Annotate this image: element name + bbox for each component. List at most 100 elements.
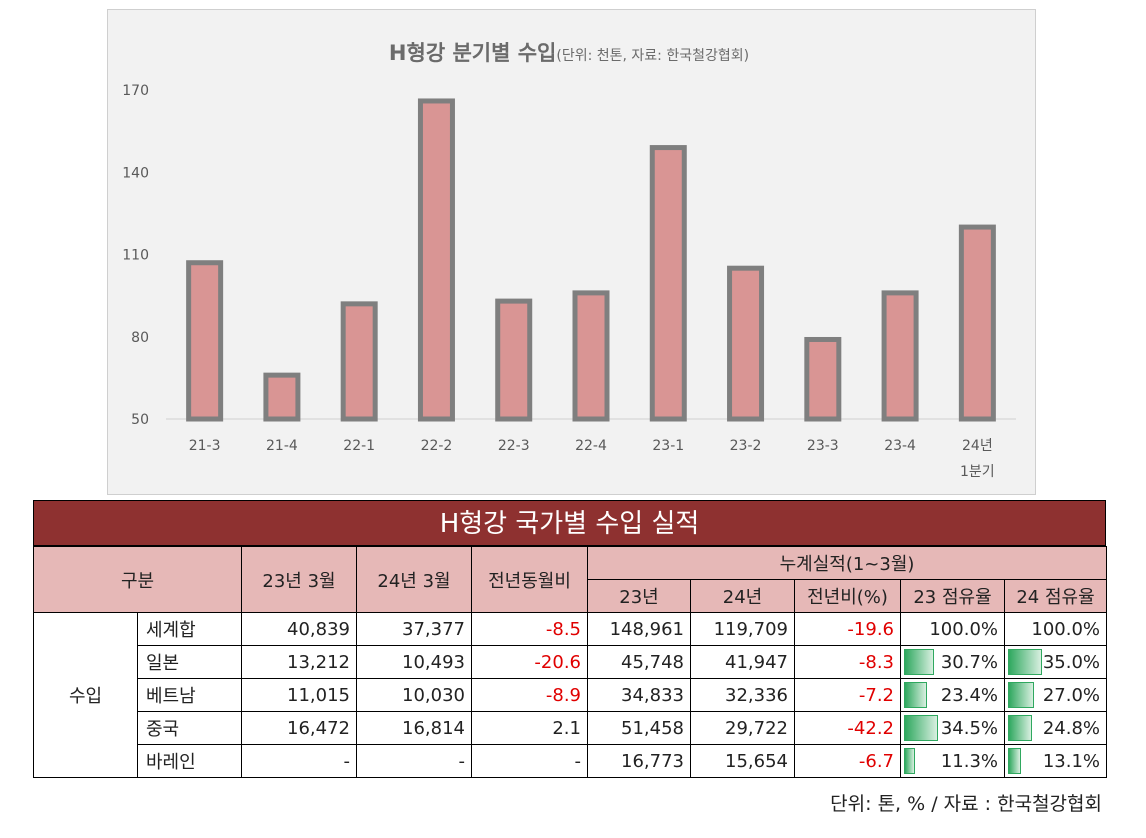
- share24-cell: 100.0%: [1003, 612, 1108, 646]
- cum-yoy-cell: -7.2: [794, 678, 901, 712]
- import-table-section: H형강 국가별 수입 실적 구분 23년 3월 24년 3월 전년동월비 누계실…: [33, 500, 1108, 778]
- group-label: 수입: [33, 612, 138, 778]
- mar23-cell: 16,472: [241, 711, 357, 745]
- cum24-cell: 119,709: [690, 612, 795, 646]
- cum-yoy-cell: -19.6: [794, 612, 901, 646]
- y-tick-label: 80: [131, 330, 149, 346]
- share-value: 30.7%: [940, 651, 998, 673]
- country-cell: 베트남: [137, 678, 242, 712]
- y-tick-label: 110: [122, 248, 149, 264]
- cum23-cell: 148,961: [587, 612, 691, 646]
- yoy-cell: -20.6: [471, 645, 588, 679]
- country-cell: 중국: [137, 711, 242, 745]
- country-cell: 일본: [137, 645, 242, 679]
- share24-cell: 24.8%: [1003, 711, 1108, 745]
- share23-cell: 11.3%: [900, 744, 1005, 778]
- share23-cell: 23.4%: [900, 678, 1005, 712]
- x-tick-label: 23-1: [652, 438, 684, 454]
- header-mar23: 23년 3월: [241, 546, 357, 613]
- header-share24: 24 점유율: [1003, 579, 1108, 613]
- header-cum23: 23년: [587, 579, 691, 613]
- header-category: 구분: [33, 546, 242, 613]
- mar23-cell: 40,839: [241, 612, 357, 646]
- x-tick-label: 22-4: [575, 438, 607, 454]
- share-data-bar: [1008, 748, 1021, 774]
- x-tick-label: 22-3: [498, 438, 530, 454]
- cum23-cell: 16,773: [587, 744, 691, 778]
- header-cumulative: 누계실적(1~3월): [586, 546, 1108, 580]
- x-tick-label: 23-3: [807, 438, 839, 454]
- table-body: 수입 세계합 40,839 37,377 -8.5 148,961 119,709 -19.6…: [33, 612, 1108, 778]
- share24-cell: 13.1%: [1003, 744, 1108, 778]
- table-row: 수입 세계합 40,839 37,377 -8.5 148,961 119,709 -19.6…: [33, 612, 1108, 778]
- cum24-cell: 29,722: [690, 711, 795, 745]
- share-value: 35.0%: [1042, 651, 1101, 673]
- share-value: 24.8%: [1042, 717, 1101, 739]
- x-tick-label: 23-4: [884, 438, 916, 454]
- bar: [727, 265, 765, 422]
- share-value: 11.3%: [940, 750, 998, 772]
- table-row: 중국 16,472 16,814 2.1 51,458 29,722 -42.2 34.5% 2…: [34, 711, 1108, 745]
- mar24-cell: 16,814: [356, 711, 472, 745]
- share-value: 23.4%: [940, 684, 998, 706]
- chart-title: H형강 분기별 수입(단위: 천톤, 자료: 한국철강협회): [389, 41, 749, 65]
- x-tick-label: 22-2: [421, 438, 453, 454]
- share-data-bar: [904, 682, 928, 708]
- yoy-cell: 2.1: [471, 711, 588, 745]
- bars: [186, 98, 996, 422]
- share24-cell: 27.0%: [1003, 678, 1108, 712]
- share-value: 100.0%: [1031, 618, 1101, 640]
- cum-yoy-cell: -8.3: [794, 645, 901, 679]
- x-tick-label: 21-4: [266, 438, 298, 454]
- header-mar24: 24년 3월: [356, 546, 472, 613]
- bar: [572, 290, 610, 422]
- table-row: 일본 13,212 10,493 -20.6 45,748 41,947 -8.3 30.7%…: [34, 645, 1108, 679]
- share-value: 13.1%: [1042, 750, 1101, 772]
- share-data-bar: [904, 715, 939, 741]
- mar24-cell: 10,030: [356, 678, 472, 712]
- cum24-cell: 15,654: [690, 744, 795, 778]
- header-cum24: 24년: [690, 579, 795, 613]
- footnote: 단위: 톤, % / 자료 : 한국철강협회: [830, 793, 1102, 815]
- yoy-cell: -8.9: [471, 678, 588, 712]
- bar: [263, 372, 301, 422]
- y-tick-label: 50: [131, 412, 149, 428]
- y-tick-label: 140: [122, 165, 149, 181]
- cum23-cell: 51,458: [587, 711, 691, 745]
- share-data-bar: [1008, 715, 1033, 741]
- share-value: 34.5%: [940, 717, 998, 739]
- bar: [804, 336, 842, 422]
- country-cell: 바레인: [137, 744, 242, 778]
- mar24-cell: 10,493: [356, 645, 472, 679]
- bar: [186, 260, 224, 422]
- mar23-cell: 13,212: [241, 645, 357, 679]
- y-tick-label: 170: [122, 83, 149, 99]
- share-data-bar: [904, 649, 935, 675]
- bar: [958, 224, 996, 422]
- share-value: 100.0%: [929, 618, 998, 640]
- yoy-cell: -: [471, 744, 588, 778]
- table-row: 베트남 11,015 10,030 -8.9 34,833 32,336 -7.2 23.4%…: [34, 678, 1108, 712]
- chart-panel: H형강 분기별 수입(단위: 천톤, 자료: 한국철강협회) 50 80 110 14…: [107, 9, 1036, 495]
- cum24-cell: 41,947: [690, 645, 795, 679]
- mar23-cell: -: [241, 744, 357, 778]
- share24-cell: 35.0%: [1003, 645, 1108, 679]
- yoy-cell: -8.5: [471, 612, 588, 646]
- cum23-cell: 34,833: [587, 678, 691, 712]
- bar: [495, 298, 533, 422]
- header-share23: 23 점유율: [900, 579, 1005, 613]
- country-cell: 세계합: [137, 612, 242, 646]
- mar24-cell: 37,377: [356, 612, 472, 646]
- share-data-bar: [904, 748, 916, 774]
- bar: [881, 290, 919, 422]
- import-table: 구분 23년 3월 24년 3월 전년동월비 누계실적(1~3월) 23년 24…: [33, 546, 1108, 778]
- header-yoy: 전년동월비: [471, 546, 588, 613]
- share23-cell: 30.7%: [900, 645, 1005, 679]
- bar: [340, 301, 378, 422]
- x-tick-label: 21-3: [189, 438, 221, 454]
- x-tick-label: 22-1: [343, 438, 375, 454]
- share23-cell: 34.5%: [900, 711, 1005, 745]
- cum-yoy-cell: -42.2: [794, 711, 901, 745]
- cum24-cell: 32,336: [690, 678, 795, 712]
- x-tick-label: 23-2: [730, 438, 762, 454]
